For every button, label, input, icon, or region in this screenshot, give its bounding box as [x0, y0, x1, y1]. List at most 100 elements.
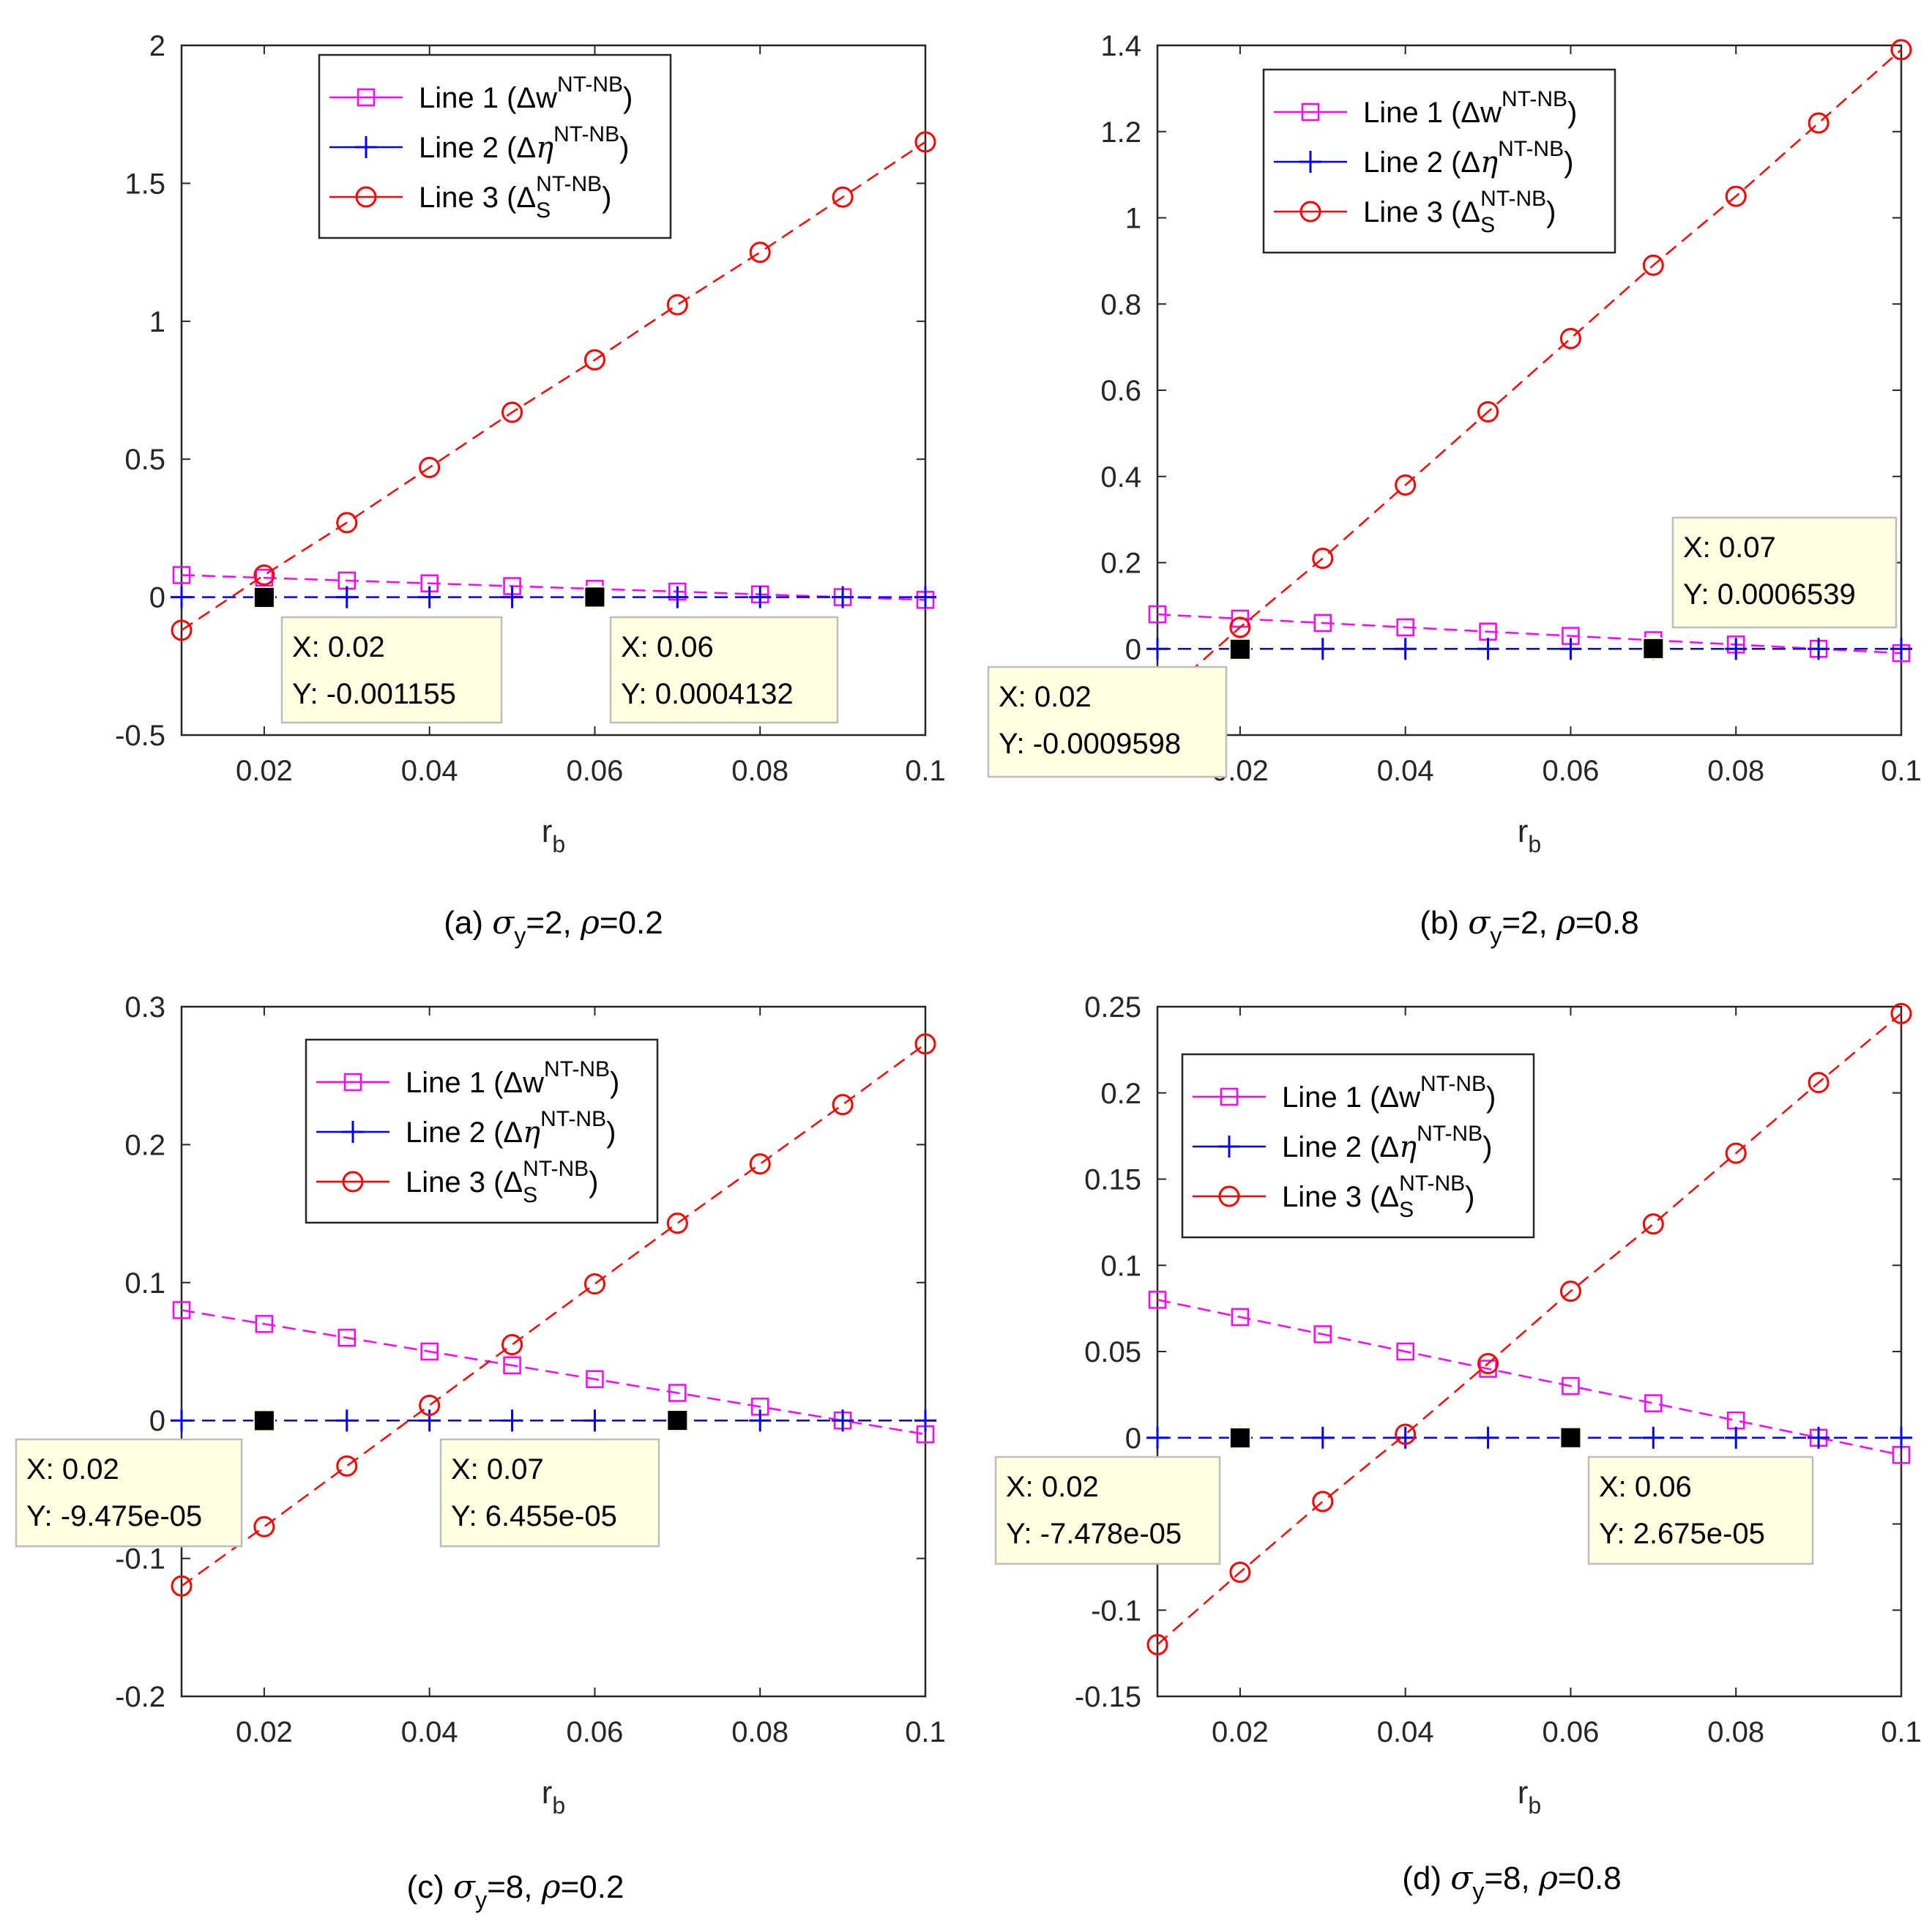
- y-tick-label: 0: [1125, 1423, 1141, 1455]
- series-line-3: [1157, 1013, 1902, 1646]
- chart-panel-d: 0.020.040.060.080.1-0.15-0.1-0.0500.050.…: [994, 991, 1922, 1904]
- x-tick-label: 0.1: [1881, 1716, 1922, 1748]
- legend-marker: [1301, 102, 1320, 122]
- datatip-y-text: Y: 6.455e-05: [451, 1500, 617, 1532]
- data-point: [749, 586, 772, 608]
- legend-label-prefix: Line 1 (: [419, 82, 517, 114]
- x-axis-label: rb: [1518, 813, 1541, 857]
- data-point: [337, 1328, 357, 1347]
- data-point: [586, 1370, 604, 1388]
- caption-pre: (c): [407, 1869, 454, 1905]
- x-axis-label-main: r: [1518, 1775, 1529, 1811]
- data-point: [666, 1212, 688, 1234]
- legend-label-delta: Δ: [516, 82, 536, 114]
- data-point: [255, 1315, 274, 1333]
- datatip-x-text: X: 0.02: [26, 1453, 119, 1486]
- x-tick-label: 0.1: [905, 755, 946, 787]
- y-tick-label: 0.4: [1100, 461, 1141, 493]
- caption-rho: ρ: [580, 904, 600, 942]
- legend-label-var: w: [1398, 1081, 1420, 1114]
- y-tick-label: 0.2: [124, 1129, 165, 1161]
- legend-label-sup: NT-NB: [1480, 187, 1546, 211]
- datatip-marker: [1642, 637, 1665, 660]
- y-tick-label: 1.2: [1100, 116, 1141, 149]
- data-point: [1477, 1426, 1499, 1449]
- data-point: [1725, 1426, 1748, 1449]
- data-point: [1808, 112, 1830, 134]
- legend-label: Line 2 (ΔηNT-NB): [406, 1107, 616, 1149]
- data-point: [1312, 1491, 1334, 1513]
- series-line-3: [181, 1043, 926, 1587]
- caption-rho: ρ: [1556, 904, 1575, 942]
- legend-label-suffix: ): [606, 1117, 616, 1149]
- data-point: [1231, 1308, 1250, 1327]
- legend-label-sup: NT-NB: [553, 122, 619, 146]
- y-tick-label: 1: [149, 306, 165, 338]
- datatip-y-text: Y: -0.001155: [292, 678, 456, 710]
- legend-label-prefix: Line 3 (: [406, 1166, 504, 1199]
- legend-marker: [357, 88, 376, 107]
- data-point: [419, 1394, 441, 1416]
- data-point: [171, 1409, 193, 1432]
- legend-label: Line 1 (ΔwNT-NB): [419, 72, 633, 114]
- x-axis-label: rb: [542, 813, 565, 857]
- caption-post: =0.8: [1575, 905, 1639, 941]
- datatip-box: [1671, 516, 1898, 629]
- legend-entry-2: Line 2 (ΔηNT-NB): [329, 122, 629, 165]
- data-point: [1642, 1426, 1665, 1449]
- data-point: [1313, 1325, 1332, 1343]
- legend-label: Line 1 (ΔwNT-NB): [1282, 1072, 1496, 1114]
- x-tick-label: 0.06: [567, 755, 624, 787]
- legend-marker: [342, 1121, 364, 1143]
- caption-sigma-sub: y: [475, 1887, 487, 1913]
- y-tick-label: -0.5: [115, 720, 165, 752]
- legend-entry-3: Line 3 (ΔSNT-NB): [1274, 187, 1556, 237]
- data-point: [1562, 1376, 1580, 1395]
- x-tick-label: 0.04: [401, 1716, 458, 1748]
- caption-mid: =8,: [1484, 1860, 1539, 1896]
- caption-sigma: σ: [453, 1868, 477, 1906]
- legend-entry-1: Line 1 (ΔwNT-NB): [1274, 87, 1577, 129]
- x-axis-label-sub: b: [1528, 1792, 1541, 1819]
- legend-label-suffix: ): [1567, 97, 1577, 129]
- data-point: [914, 1409, 936, 1432]
- x-axis-label-main: r: [1518, 813, 1529, 849]
- data-point: [832, 1094, 854, 1116]
- legend-label-var: η: [523, 1116, 540, 1149]
- legend: Line 1 (ΔwNT-NB) Line 2 (ΔηNT-NB) Line 3 (…: [1181, 1053, 1535, 1239]
- datatip-y-text: Y: 2.675e-05: [1599, 1518, 1765, 1550]
- data-point: [1395, 1423, 1417, 1445]
- caption-pre: (d): [1402, 1860, 1450, 1896]
- legend-label: Line 3 (ΔSNT-NB): [419, 172, 611, 223]
- legend-marker: [1299, 151, 1321, 173]
- data-point: [418, 586, 441, 608]
- data-point: [1477, 1352, 1499, 1374]
- legend-entry-3: Line 3 (ΔSNT-NB): [1193, 1171, 1474, 1222]
- legend-label-sup: NT-NB: [1502, 87, 1567, 111]
- legend-label: Line 1 (ΔwNT-NB): [1363, 87, 1577, 129]
- legend-label: Line 3 (ΔSNT-NB): [1282, 1171, 1474, 1222]
- legend-entry-2: Line 2 (ΔηNT-NB): [1193, 1122, 1492, 1164]
- datatip-marker: [253, 586, 275, 609]
- x-axis-label-main: r: [542, 813, 553, 849]
- data-point: [336, 1455, 358, 1477]
- legend-marker: [1218, 1136, 1240, 1158]
- chart-panel-b: 0.02 0.04 0.06 0.08 0.100.20.40.60.811.21.4r…: [987, 30, 1922, 949]
- datatip-1: X: 0.02 Y: -0.001155: [253, 586, 503, 724]
- series-line-1: [1157, 1299, 1902, 1456]
- data-point: [501, 1409, 523, 1432]
- y-tick-label: 0.8: [1100, 288, 1141, 321]
- datatip-marker: [253, 1409, 275, 1432]
- legend-label-var: w: [522, 1067, 544, 1099]
- legend-label-prefix: Line 2 (: [406, 1117, 504, 1149]
- series-line-3: [181, 141, 926, 631]
- datatip-x-text: X: 0.02: [999, 681, 1092, 713]
- legend-label-sup: NT-NB: [523, 1157, 589, 1181]
- y-tick-label: -0.15: [1075, 1681, 1141, 1713]
- series-1: [172, 1301, 935, 1444]
- legend-marker: [343, 1073, 362, 1092]
- x-tick-label: 0.06: [567, 1716, 624, 1748]
- datatip-y-text: Y: 0.0004132: [621, 678, 794, 710]
- legend-entry-3: Line 3 (ΔSNT-NB): [316, 1157, 598, 1207]
- chart-panel-c: 0.02 0.04 0.06 0.08 0.1 -0.2 -0.1 0 0.1 0.2 0.3 rb (…: [15, 991, 946, 1913]
